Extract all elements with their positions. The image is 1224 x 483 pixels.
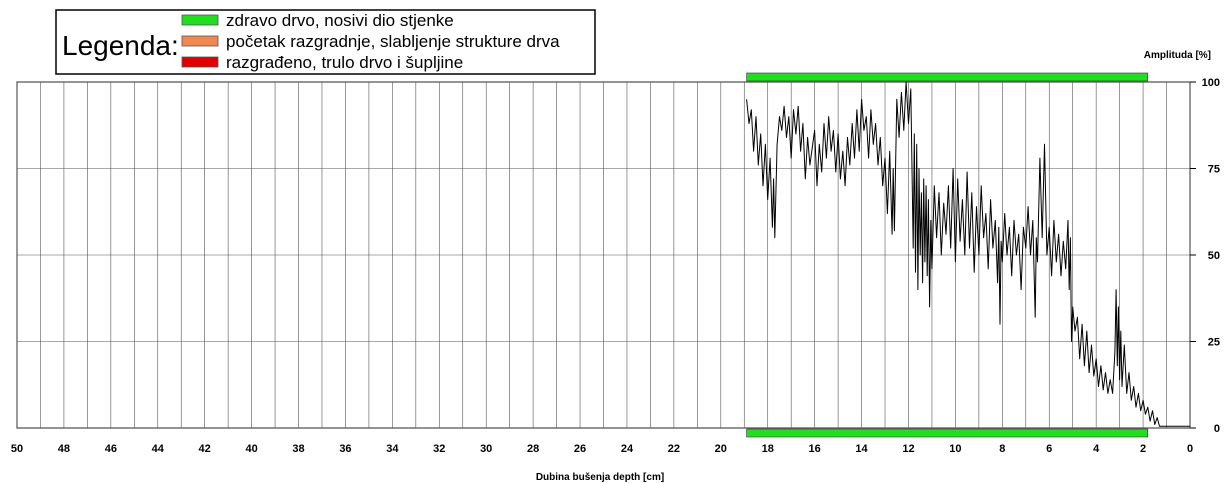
x-tick-label: 40 [245,443,257,455]
x-tick-label: 12 [902,443,914,455]
legend-swatch [181,14,219,26]
y-tick-label: 75 [1208,164,1220,176]
legend-entry-label: razgrađeno, trulo drvo i šupljine [226,53,463,72]
x-tick-label: 30 [480,443,492,455]
x-tick-label: 44 [152,443,165,455]
x-tick-label: 24 [621,443,634,455]
x-tick-label: 20 [715,443,727,455]
y-axis-title: Amplituda [%] [1144,50,1211,61]
y-tick-label: 50 [1208,250,1220,262]
legend-swatch [181,56,219,68]
grid [16,81,1191,429]
series-layer [746,81,1190,427]
condition-band-top [746,72,1149,82]
legend-frame [55,9,596,75]
amplitude-series-line [746,81,1190,427]
x-tick-label: 36 [339,443,351,455]
y-tick-label: 25 [1208,337,1220,349]
x-tick-label: 48 [58,443,70,455]
x-tick-label: 28 [527,443,539,455]
x-tick-label: 50 [11,443,23,455]
x-tick-label: 2 [1140,443,1146,455]
x-tick-label: 22 [668,443,680,455]
condition-band-bottom [746,428,1149,438]
x-tick-label: 0 [1187,443,1193,455]
x-tick-label: 14 [855,443,868,455]
x-tick-label: 8 [999,443,1005,455]
y-tick-label: 100 [1202,77,1220,89]
legend-entry-label: zdravo drvo, nosivi dio stjenke [226,11,454,30]
x-tick-label: 42 [199,443,211,455]
legend: Legenda: zdravo drvo, nosivi dio stjenke… [55,9,596,75]
x-tick-label: 32 [433,443,445,455]
x-tick-label: 46 [105,443,117,455]
x-axis-title: Dubina bušenja depth [cm] [536,472,664,483]
y-tick-label: 0 [1214,423,1220,435]
x-tick-label: 16 [809,443,821,455]
y-axis-ticks: 0 25 50 75 100 [1190,77,1220,435]
x-tick-label: 34 [386,443,399,455]
x-tick-label: 18 [762,443,774,455]
condition-bands [746,72,1149,438]
x-tick-label: 38 [292,443,304,455]
legend-entry-label: početak razgradnje, slabljenje strukture… [226,32,560,51]
x-tick-label: 26 [574,443,586,455]
x-tick-label: 10 [949,443,961,455]
x-axis-ticks: 50 48 46 44 42 40 38 36 34 32 30 28 26 24 22 20 18 16 14 12… [11,443,1193,455]
x-tick-label: 4 [1093,443,1100,455]
legend-title: Legenda: [62,30,179,61]
legend-swatch [181,35,219,47]
x-tick-label: 6 [1046,443,1052,455]
